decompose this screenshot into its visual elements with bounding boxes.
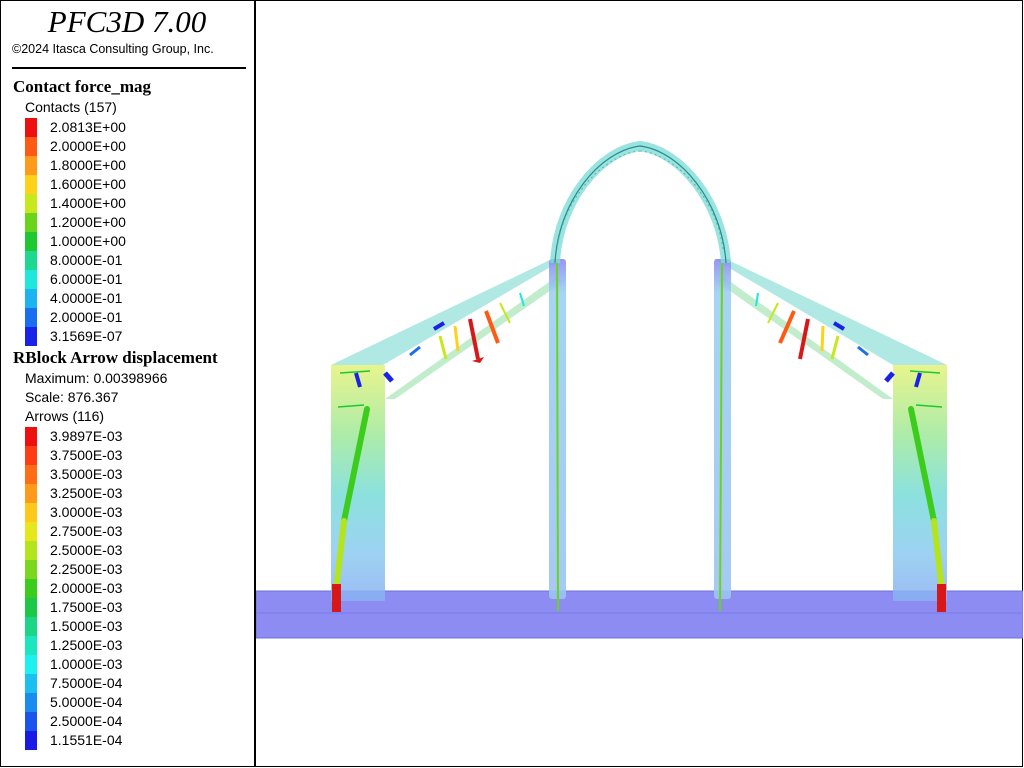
displacement-level-label: 2.0000E-03 [50, 580, 123, 596]
contact-force-level-label: 8.0000E-01 [50, 252, 123, 268]
central-arch [550, 140, 731, 264]
right-roof-beam [714, 259, 947, 365]
displacement-level-label: 1.1551E-04 [50, 732, 123, 748]
displacement-level-label: 7.5000E-04 [50, 675, 123, 691]
displacement-color-swatch [25, 541, 37, 560]
displacement-level-label: 2.7500E-03 [50, 523, 123, 539]
displacement-color-swatch [25, 598, 37, 617]
displacement-color-swatch [25, 674, 37, 693]
displacement-color-swatch [25, 484, 37, 503]
model-viewport[interactable] [256, 0, 1023, 767]
displacement-level-label: 3.0000E-03 [50, 504, 123, 520]
displacement-color-swatch [25, 560, 37, 579]
contact-force-level-label: 1.0000E+00 [50, 233, 126, 249]
legend-panel: PFC3D 7.00 ©2024 Itasca Consulting Group… [0, 0, 256, 767]
contact-force-color-swatch [25, 213, 37, 232]
contact-force-level-label: 1.4000E+00 [50, 195, 126, 211]
displacement-level-label: 1.0000E-03 [50, 656, 123, 672]
contact-force-title: Contact force_mag [13, 77, 152, 96]
displacement-color-swatch [25, 446, 37, 465]
displacement-color-swatch [25, 731, 37, 750]
contact-force-color-swatch [25, 327, 37, 346]
displacement-scale: Scale: 876.367 [25, 389, 119, 405]
displacement-color-swatch [25, 579, 37, 598]
displacement-color-swatch [25, 617, 37, 636]
displacement-maximum: Maximum: 0.00398966 [25, 370, 168, 386]
displacement-level-label: 1.5000E-03 [50, 618, 123, 634]
app-title: PFC3D 7.00 [47, 4, 207, 39]
displacement-level-label: 2.2500E-03 [50, 561, 123, 577]
displacement-color-swatch [25, 712, 37, 731]
contact-force-level-label: 1.8000E+00 [50, 157, 126, 173]
model-scene [256, 140, 1023, 639]
contact-force-color-swatch [25, 251, 37, 270]
displacement-level-label: 1.2500E-03 [50, 637, 123, 653]
left-roof-beam [331, 259, 564, 365]
displacement-color-swatch [25, 636, 37, 655]
contact-force-level-label: 1.6000E+00 [50, 176, 126, 192]
contact-force-color-swatch [25, 137, 37, 156]
contact-force-color-swatch [25, 308, 37, 327]
right-inner-column [714, 259, 731, 599]
contact-force-vectors [354, 292, 922, 388]
displacement-level-label: 3.9897E-03 [50, 428, 123, 444]
contact-force-color-swatch [25, 289, 37, 308]
displacement-color-swatch [25, 427, 37, 446]
displacement-level-label: 3.5000E-03 [50, 466, 123, 482]
displacement-level-label: 1.7500E-03 [50, 599, 123, 615]
contacts-count: Contacts (157) [25, 99, 117, 115]
contact-force-level-label: 2.0000E+00 [50, 138, 126, 154]
contact-force-color-swatch [25, 118, 37, 137]
contact-force-level-label: 1.2000E+00 [50, 214, 126, 230]
displacement-color-swatch [25, 655, 37, 674]
contact-force-level-label: 4.0000E-01 [50, 290, 123, 306]
displacement-color-swatch [25, 503, 37, 522]
contact-force-color-swatch [25, 232, 37, 251]
legend-divider [12, 67, 246, 69]
contact-force-color-swatch [25, 175, 37, 194]
displacement-arrows [332, 262, 946, 612]
displacement-level-label: 5.0000E-04 [50, 694, 123, 710]
displacement-title: RBlock Arrow displacement [13, 348, 218, 367]
displacement-level-label: 3.2500E-03 [50, 485, 123, 501]
displacement-color-swatch [25, 693, 37, 712]
arrows-count: Arrows (116) [25, 408, 105, 424]
contact-force-color-swatch [25, 156, 37, 175]
displacement-color-swatch [25, 465, 37, 484]
copyright-text: ©2024 Itasca Consulting Group, Inc. [12, 42, 214, 56]
contact-force-level-label: 3.1569E-07 [50, 328, 123, 344]
contact-force-level-label: 2.0000E-01 [50, 309, 123, 325]
contact-force-level-label: 2.0813E+00 [50, 119, 126, 135]
contact-force-color-swatch [25, 194, 37, 213]
displacement-level-label: 2.5000E-03 [50, 542, 123, 558]
contact-force-color-swatch [25, 270, 37, 289]
displacement-level-label: 2.5000E-04 [50, 713, 123, 729]
displacement-level-label: 3.7500E-03 [50, 447, 123, 463]
displacement-color-swatch [25, 522, 37, 541]
contact-force-level-label: 6.0000E-01 [50, 271, 123, 287]
